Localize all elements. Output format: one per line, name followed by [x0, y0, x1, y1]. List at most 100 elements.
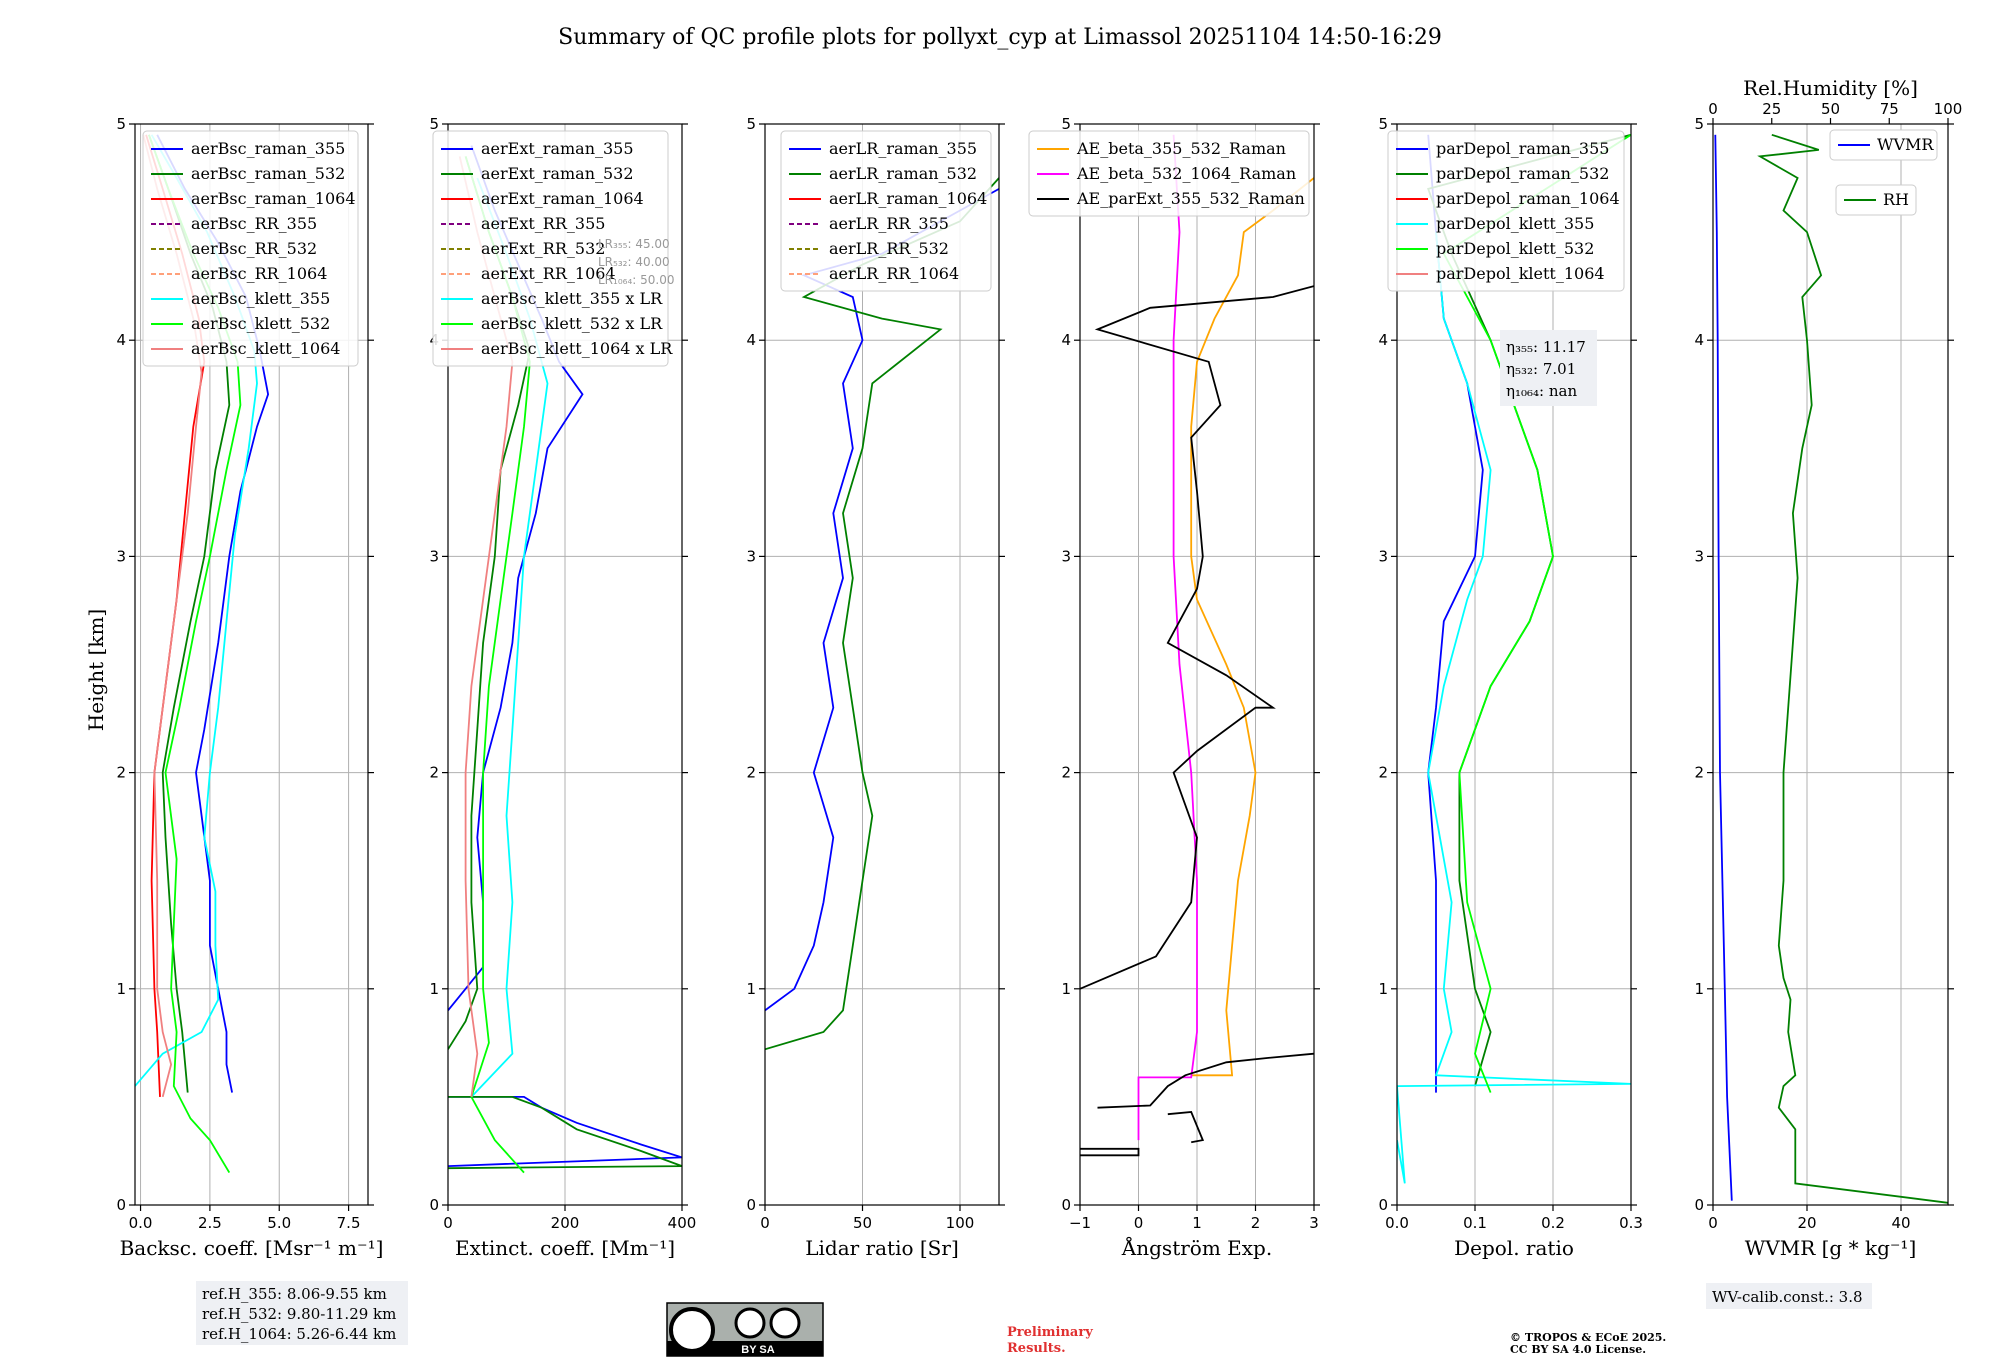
series-parDepol_klett_532: [1442, 134, 1631, 1093]
legend-label: aerBsc_raman_1064: [191, 189, 356, 208]
y-tick-label: 1: [116, 980, 126, 998]
x-tick-label: 50: [853, 1214, 872, 1232]
ref-height-532: ref.H_532: 9.80-11.29 km: [202, 1305, 396, 1323]
legend-label: aerBsc_klett_355 x LR: [481, 289, 663, 308]
legend-label: AE_beta_532_1064_Raman: [1076, 164, 1296, 183]
x-tick-label: 0.0: [1385, 1214, 1409, 1232]
legend-label: aerBsc_raman_532: [191, 164, 345, 183]
legend-label: aerLR_raman_355: [829, 139, 977, 158]
legend-label: AE_beta_355_532_Raman: [1076, 139, 1286, 158]
x-tick-label: 0.3: [1619, 1214, 1643, 1232]
y-tick-label: 3: [1378, 547, 1388, 565]
wv-calib-text: WV-calib.const.: 3.8: [1712, 1288, 1863, 1306]
series-AE_parExt_355_532_Raman_d: [1167, 1111, 1205, 1144]
legend-label: aerBsc_klett_355: [191, 289, 330, 308]
series-AE_parExt_355_532_Raman: [1080, 1147, 1140, 1157]
legend-label: aerBsc_RR_1064: [191, 264, 327, 283]
legend-label: aerBsc_klett_1064 x LR: [481, 339, 673, 358]
ref-height-355: ref.H_355: 8.06-9.55 km: [202, 1285, 387, 1303]
y-tick-label: 4: [746, 331, 756, 349]
x-tick-label: 0: [760, 1214, 770, 1232]
cc-icon: [669, 1307, 715, 1353]
cc-license-badge[interactable]: BY SA: [666, 1302, 824, 1357]
legend-label: parDepol_raman_355: [1436, 139, 1609, 158]
legend-label: RH: [1883, 190, 1909, 209]
legend-label: parDepol_raman_532: [1436, 164, 1609, 183]
series-aerExt_raman_355: [448, 1096, 682, 1167]
legend-label: parDepol_klett_532: [1436, 239, 1594, 258]
x-tick-label: 0: [1134, 1214, 1144, 1232]
x-axis-label: Extinct. coeff. [Mm⁻¹]: [455, 1236, 675, 1260]
copyright-line2: CC BY SA 4.0 License.: [1510, 1343, 1646, 1356]
y-tick-label: 3: [1694, 547, 1704, 565]
y-tick-label: 0: [1061, 1196, 1071, 1214]
axes-frame: [134, 123, 369, 1206]
legend-label: aerLR_RR_1064: [829, 264, 959, 283]
x-tick-label: 2: [1251, 1214, 1261, 1232]
series-AE_parExt_355_532_Raman_b: [1097, 1052, 1314, 1109]
legend-frame: [1387, 130, 1625, 292]
x-tick-label: 2.5: [198, 1214, 222, 1232]
series-AE_beta_532_1064_Raman: [1137, 134, 1198, 1141]
legend-label: aerBsc_klett_532: [191, 314, 330, 333]
y-tick-label: 4: [1378, 331, 1388, 349]
y-tick-label: 1: [1378, 980, 1388, 998]
y-tick-label: 0: [1378, 1196, 1388, 1214]
x-tick-label: 1: [1192, 1214, 1202, 1232]
legend-label: aerLR_RR_355: [829, 214, 949, 233]
y-tick-label: 1: [1694, 980, 1704, 998]
cc-badge-text: BY SA: [741, 1344, 774, 1356]
legend-label: aerExt_RR_1064: [481, 264, 616, 283]
legend-frame: [1028, 130, 1310, 217]
x-tick-label: 200: [551, 1214, 580, 1232]
x-tick-label: −1: [1069, 1214, 1091, 1232]
series-aerLR_raman_532: [765, 177, 999, 1051]
x-tick-label: 0.2: [1541, 1214, 1565, 1232]
eta-value-text: η₁₀₆₄: nan: [1506, 382, 1577, 400]
y-tick-label: 0: [429, 1196, 439, 1214]
y-tick-label: 0: [1694, 1196, 1704, 1214]
sa-icon: [769, 1307, 801, 1339]
top-x-tick-label: 0: [1708, 100, 1718, 118]
top-x-tick-label: 25: [1762, 100, 1781, 118]
x-tick-label: 100: [946, 1214, 975, 1232]
legend-label: aerExt_raman_355: [481, 139, 634, 158]
legend-label: aerBsc_RR_355: [191, 214, 317, 233]
copyright-line1: © TROPOS & ECoE 2025.: [1510, 1331, 1666, 1344]
x-tick-label: 0: [443, 1214, 453, 1232]
ref-height-1064: ref.H_1064: 5.26-6.44 km: [202, 1325, 396, 1343]
legend-label: parDepol_klett_355: [1436, 214, 1594, 233]
top-axis-label: Rel.Humidity [%]: [1743, 76, 1918, 100]
eta-value-text: η₃₅₅: 11.17: [1506, 338, 1586, 356]
legend-label: aerBsc_klett_1064: [191, 339, 340, 358]
legend-frame: [1829, 129, 1938, 161]
y-tick-label: 2: [1061, 764, 1071, 782]
legend: aerLR_raman_355 aerLR_raman_532 aerLR_rama…: [780, 130, 992, 292]
y-tick-label: 0: [746, 1196, 756, 1214]
legend-label: aerLR_raman_532: [829, 164, 977, 183]
ref-height-box: ref.H_355: 8.06-9.55 km ref.H_532: 9.80-…: [196, 1281, 408, 1345]
legend-label: WVMR: [1877, 135, 1934, 154]
wv-calib-box: WV-calib.const.: 3.8: [1706, 1283, 1872, 1309]
legend-label: parDepol_raman_1064: [1436, 189, 1620, 208]
y-tick-label: 5: [1694, 115, 1704, 133]
legend: aerExt_raman_355 aerExt_raman_532 aerExt_r…: [432, 130, 673, 367]
x-axis-label: Backsc. coeff. [Msr⁻¹ m⁻¹]: [120, 1236, 384, 1260]
top-x-tick-label: 50: [1821, 100, 1840, 118]
legend-rh: RH: [1835, 184, 1917, 216]
panel-bsc: 0 1 2 3 4 5 0.0 2.5 5.0 7.5 Backsc. coeff. [Msr⁻¹ …: [116, 115, 383, 1260]
y-tick-label: 4: [1694, 331, 1704, 349]
y-tick-label: 2: [746, 764, 756, 782]
legend-frame: [142, 130, 359, 367]
x-tick-label: 5.0: [267, 1214, 291, 1232]
legend-label: aerLR_raman_1064: [829, 189, 987, 208]
panels: 0 1 2 3 4 5 0.0 2.5 5.0 7.5 Backsc. coeff. [Msr⁻¹ …: [116, 76, 1962, 1260]
x-axis-label: WVMR [g * kg⁻¹]: [1745, 1236, 1917, 1260]
lr-value-text: LR₃₅₅: 45.00: [598, 237, 670, 251]
x-axis-label: Ångström Exp.: [1121, 1235, 1272, 1260]
legend-label: aerBsc_RR_532: [191, 239, 317, 258]
